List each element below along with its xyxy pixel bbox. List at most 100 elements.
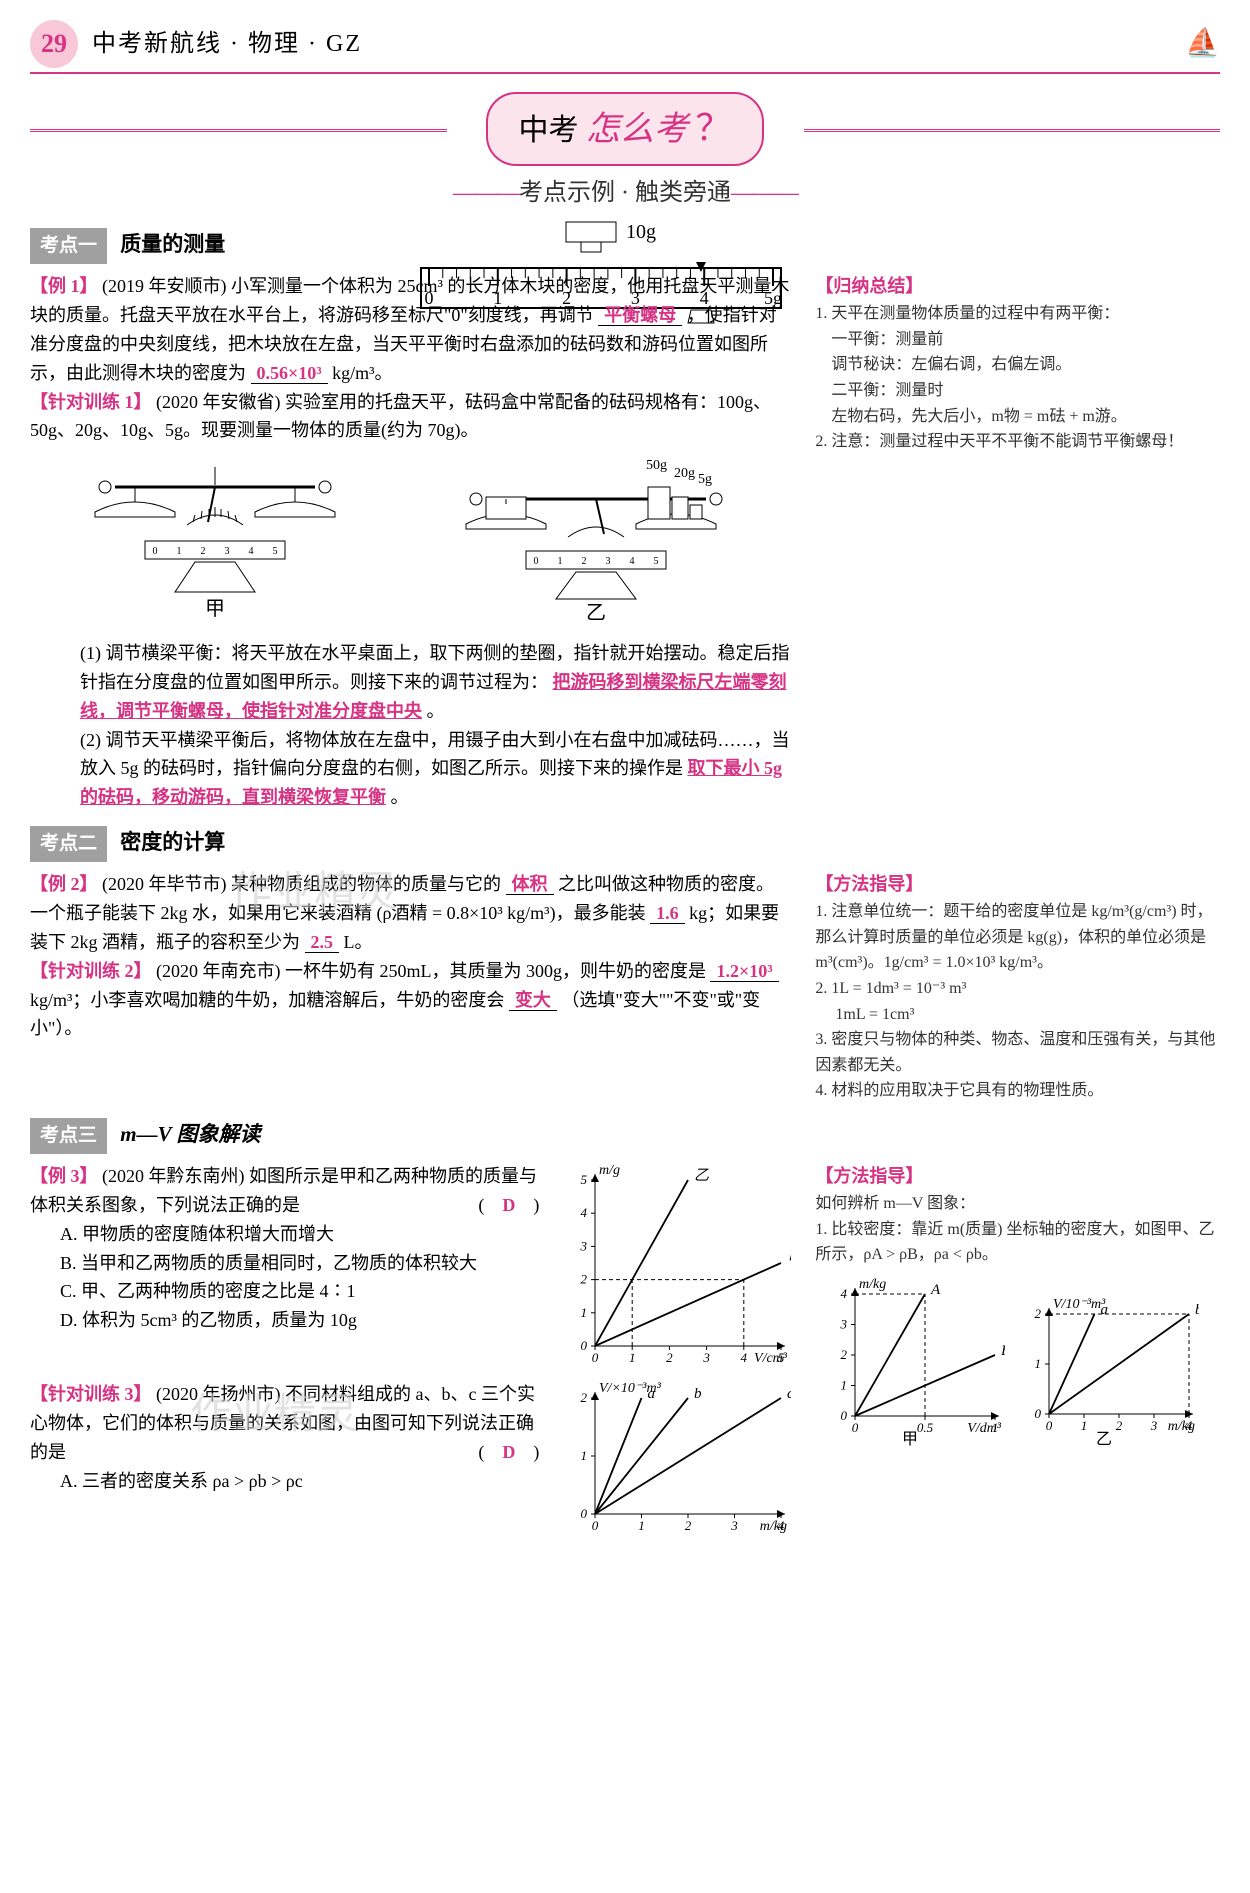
kd1-tag: 考点一 bbox=[30, 228, 107, 264]
svg-text:0.5: 0.5 bbox=[917, 1420, 934, 1435]
svg-text:20g: 20g bbox=[674, 466, 695, 481]
svg-text:m/kg: m/kg bbox=[859, 1277, 886, 1292]
balance-row: 012 345 甲 50g 20g 5g bbox=[30, 457, 791, 627]
svg-text:1: 1 bbox=[629, 1350, 636, 1365]
svg-text:乙: 乙 bbox=[586, 602, 606, 624]
method2-heading: 【方法指导】 bbox=[815, 870, 1220, 899]
svg-text:3: 3 bbox=[731, 1518, 739, 1533]
svg-text:B: B bbox=[1001, 1343, 1005, 1359]
kd2-header: 考点二 密度的计算 bbox=[30, 826, 1220, 862]
svg-text:m/kg: m/kg bbox=[1168, 1419, 1195, 1434]
page-number-badge: 29 bbox=[30, 20, 78, 68]
svg-text:4: 4 bbox=[630, 556, 635, 567]
svg-text:乙: 乙 bbox=[694, 1168, 709, 1184]
ex1-text3: kg/m³。 bbox=[332, 363, 392, 383]
svg-text:2: 2 bbox=[581, 1390, 588, 1405]
method3-heading: 【方法指导】 bbox=[815, 1162, 1220, 1191]
svg-text:2: 2 bbox=[582, 556, 587, 567]
svg-text:5g: 5g bbox=[698, 472, 712, 487]
tr3-para: 【针对训练 3】 (2020 年扬州市) 不同材料组成的 a、b、c 三个实心物… bbox=[30, 1380, 549, 1466]
ex3-answer: D bbox=[502, 1195, 515, 1215]
svg-text:0: 0 bbox=[1035, 1406, 1042, 1421]
svg-text:V/dm³: V/dm³ bbox=[968, 1421, 1003, 1436]
summary1-heading: 【归纳总结】 bbox=[815, 272, 1220, 301]
kd2-main: 【例 2】 (2020 年毕节市) 某种物质组成的物体的质量与它的 体积 之比叫… bbox=[30, 870, 791, 1104]
tr2-blank1: 1.2×10³ bbox=[710, 961, 778, 982]
svg-text:50g: 50g bbox=[646, 458, 667, 473]
tr1-q1: (1) 调节横梁平衡：将天平放在水平桌面上，取下两侧的垫圈，指针就开始摆动。稳定… bbox=[30, 639, 791, 725]
kd1-side: 【归纳总结】 1. 天平在测量物体质量的过程中有两平衡： 一平衡：测量前 调节秘… bbox=[815, 272, 1220, 812]
svg-text:0: 0 bbox=[592, 1518, 599, 1533]
kd3-tag: 考点三 bbox=[30, 1118, 107, 1154]
ex2-text4: L。 bbox=[344, 932, 373, 952]
svg-text:a: a bbox=[1101, 1302, 1109, 1318]
ex2-para: 【例 2】 (2020 年毕节市) 某种物质组成的物体的质量与它的 体积 之比叫… bbox=[30, 870, 791, 956]
ex2-blank2: 1.6 bbox=[650, 903, 685, 924]
header-title: 中考新航线 · 物理 · GZ bbox=[92, 25, 362, 63]
kd3-title: m—V 图象解读 bbox=[120, 1122, 260, 1146]
svg-text:0: 0 bbox=[852, 1420, 859, 1435]
svg-text:2: 2 bbox=[667, 1350, 674, 1365]
svg-text:5: 5 bbox=[273, 546, 278, 557]
svg-text:2: 2 bbox=[201, 546, 206, 557]
balance-yi-svg: 50g 20g 5g 012 345 bbox=[446, 457, 746, 627]
svg-text:1: 1 bbox=[639, 1518, 646, 1533]
ex2-text1: (2020 年毕节市) 某种物质组成的物体的质量与它的 bbox=[102, 874, 501, 894]
side-chart-jia: 00.5101234V/dm³m/kgAB甲 bbox=[815, 1276, 1005, 1446]
kd2-title: 密度的计算 bbox=[120, 830, 225, 854]
tr1-q2-suffix: 。 bbox=[391, 787, 409, 807]
tr3-chart: 01234012m/kgV/×10⁻³m³abc bbox=[561, 1380, 791, 1540]
svg-text:3: 3 bbox=[703, 1350, 711, 1365]
svg-text:1: 1 bbox=[1081, 1418, 1088, 1433]
ex3-para: 【例 3】 (2020 年黔东南州) 如图所示是甲和乙两种物质的质量与体积关系图… bbox=[30, 1162, 549, 1220]
page-header: 29 中考新航线 · 物理 · GZ ⛵ bbox=[30, 20, 1220, 74]
kd1-title: 质量的测量 bbox=[120, 232, 225, 256]
svg-text:0: 0 bbox=[841, 1408, 848, 1423]
svg-text:2: 2 bbox=[841, 1347, 848, 1362]
ex2-blank1: 体积 bbox=[506, 874, 554, 895]
svg-text:c: c bbox=[787, 1386, 791, 1402]
tr1-para: 【针对训练 1】 (2020 年安徽省) 实验室用的托盘天平，砝码盒中常配备的砝… bbox=[30, 388, 791, 446]
title-script: 怎么考 bbox=[586, 111, 688, 148]
svg-text:2: 2 bbox=[1035, 1306, 1042, 1321]
ex3-label: 【例 3】 bbox=[30, 1166, 98, 1186]
svg-text:2: 2 bbox=[685, 1518, 692, 1533]
ship-icon: ⛵ bbox=[1185, 22, 1220, 67]
tr1-q2-prefix: (2) 调节天平横梁平衡后，将物体放在左盘中，用镊子由大到小在右盘中加减砝码……… bbox=[80, 730, 789, 779]
svg-text:V/cm³: V/cm³ bbox=[754, 1351, 788, 1366]
svg-text:0: 0 bbox=[153, 546, 158, 557]
svg-text:1: 1 bbox=[581, 1305, 588, 1320]
svg-text:甲: 甲 bbox=[902, 1431, 918, 1446]
ex1-para: 【例 1】 (2019 年安顺市) 小军测量一个体积为 25cm³ 的长方体木块… bbox=[30, 272, 791, 387]
tr3-optA: A. 三者的密度关系 ρa > ρb > ρc bbox=[30, 1467, 549, 1496]
svg-text:A: A bbox=[930, 1282, 941, 1298]
svg-text:甲: 甲 bbox=[787, 1251, 791, 1267]
svg-text:b: b bbox=[1195, 1302, 1199, 1318]
method3-text1: 如何辨析 m—V 图象： bbox=[815, 1191, 1220, 1217]
method3-text2: 1. 比较密度：靠近 m(质量) 坐标轴的密度大，如图甲、乙所示，ρA > ρB… bbox=[815, 1217, 1220, 1268]
title-banner: 中考 怎么考 ？ bbox=[30, 92, 1220, 166]
svg-text:甲: 甲 bbox=[205, 598, 225, 620]
summary1-body: 1. 天平在测量物体质量的过程中有两平衡： 一平衡：测量前 调节秘诀：左偏右调，… bbox=[815, 301, 1220, 455]
svg-text:1: 1 bbox=[581, 1448, 588, 1463]
ex3-chart: 012345012345V/cm³m/g乙甲 bbox=[561, 1162, 791, 1372]
tr2-para: 【针对训练 2】 (2020 年南充市) 一杯牛奶有 250mL，其质量为 30… bbox=[30, 957, 791, 1043]
ex1-blank1: 平衡螺母 bbox=[598, 305, 682, 326]
method2-body: 1. 注意单位统一：题干给的密度单位是 kg/m³(g/cm³) 时，那么计算时… bbox=[815, 899, 1220, 1104]
tr1-q2: (2) 调节天平横梁平衡后，将物体放在左盘中，用镊子由大到小在右盘中加减砝码……… bbox=[30, 726, 791, 812]
tr2-label: 【针对训练 2】 bbox=[30, 961, 152, 981]
svg-text:1: 1 bbox=[841, 1377, 848, 1392]
svg-text:4: 4 bbox=[581, 1205, 588, 1220]
tr3-label: 【针对训练 3】 bbox=[30, 1384, 152, 1404]
kd2-side: 【方法指导】 1. 注意单位统一：题干给的密度单位是 kg/m³(g/cm³) … bbox=[815, 870, 1220, 1104]
svg-text:0: 0 bbox=[1046, 1418, 1053, 1433]
tr3-answer: D bbox=[502, 1442, 515, 1462]
svg-text:3: 3 bbox=[840, 1316, 848, 1331]
tr1-label: 【针对训练 1】 bbox=[30, 392, 152, 412]
ex3-text: (2020 年黔东南州) 如图所示是甲和乙两种物质的质量与体积关系图象，下列说法… bbox=[30, 1166, 537, 1215]
kd1-main: 【例 1】 (2019 年安顺市) 小军测量一个体积为 25cm³ 的长方体木块… bbox=[30, 272, 791, 812]
ruler-weight-label: 10g bbox=[626, 221, 656, 243]
side-chart-yi: 01234012m/kgV/10⁻³m³ab乙 bbox=[1009, 1296, 1199, 1446]
svg-text:2: 2 bbox=[581, 1272, 588, 1287]
svg-text:3: 3 bbox=[606, 556, 611, 567]
